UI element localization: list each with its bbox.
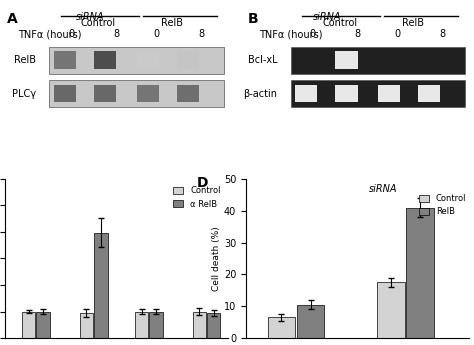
Text: TNFα (hours): TNFα (hours) xyxy=(259,29,323,39)
Text: RelB: RelB xyxy=(402,18,424,28)
Bar xyxy=(94,51,117,69)
Text: 8: 8 xyxy=(355,29,361,39)
Bar xyxy=(54,51,76,69)
Text: 0: 0 xyxy=(395,29,401,39)
Bar xyxy=(177,51,199,69)
Bar xyxy=(94,85,117,102)
Bar xyxy=(94,233,108,338)
Bar xyxy=(22,312,36,338)
Bar xyxy=(291,47,465,74)
Text: B: B xyxy=(248,12,259,26)
Bar xyxy=(207,313,220,338)
Bar xyxy=(177,85,199,102)
Text: 8: 8 xyxy=(439,29,446,39)
Bar xyxy=(377,282,404,338)
Text: 8: 8 xyxy=(113,29,119,39)
Bar xyxy=(36,312,50,338)
Text: RelB: RelB xyxy=(14,55,36,65)
Text: 0: 0 xyxy=(69,29,75,39)
Text: PLCγ: PLCγ xyxy=(12,89,36,99)
Bar xyxy=(291,80,465,107)
Bar xyxy=(192,312,206,338)
Bar xyxy=(406,208,434,338)
Bar xyxy=(137,51,159,69)
Bar xyxy=(335,51,357,69)
Bar xyxy=(54,85,76,102)
Text: siRNA: siRNA xyxy=(313,12,341,22)
Bar xyxy=(418,85,440,102)
Text: A: A xyxy=(7,12,18,26)
Legend: Control, RelB: Control, RelB xyxy=(416,191,470,220)
Text: Control: Control xyxy=(322,18,357,28)
Text: 8: 8 xyxy=(198,29,204,39)
Bar xyxy=(135,312,148,338)
Text: TNFα (hours): TNFα (hours) xyxy=(18,29,82,39)
Bar xyxy=(80,313,93,338)
Text: β-actin: β-actin xyxy=(243,89,277,99)
Legend: Control, α RelB: Control, α RelB xyxy=(170,183,224,212)
Bar xyxy=(295,85,318,102)
Text: 0: 0 xyxy=(154,29,160,39)
Text: Bcl-xL: Bcl-xL xyxy=(247,55,277,65)
Y-axis label: Cell death (%): Cell death (%) xyxy=(212,226,221,291)
Bar xyxy=(297,305,324,338)
Bar xyxy=(49,80,224,107)
Text: Control: Control xyxy=(81,18,116,28)
Text: D: D xyxy=(197,176,208,190)
Bar xyxy=(49,47,224,74)
Bar xyxy=(149,312,163,338)
Bar xyxy=(268,317,295,338)
Bar xyxy=(335,85,357,102)
Text: siRNA: siRNA xyxy=(76,12,105,22)
Bar xyxy=(378,85,400,102)
Text: RelB: RelB xyxy=(161,18,183,28)
Bar xyxy=(137,85,159,102)
Text: 0: 0 xyxy=(310,29,316,39)
Text: siRNA: siRNA xyxy=(369,184,397,194)
